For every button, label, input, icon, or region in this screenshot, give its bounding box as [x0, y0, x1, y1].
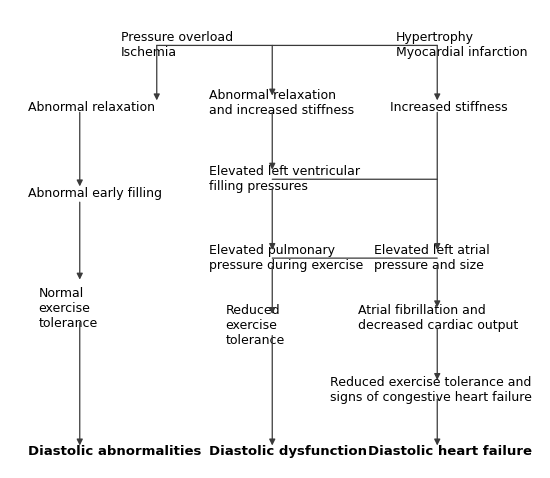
- Text: Abnormal relaxation
and increased stiffness: Abnormal relaxation and increased stiffn…: [209, 89, 354, 117]
- Text: Reduced
exercise
tolerance: Reduced exercise tolerance: [226, 304, 285, 347]
- Text: Reduced exercise tolerance and
signs of congestive heart failure: Reduced exercise tolerance and signs of …: [330, 376, 532, 403]
- Text: Diastolic abnormalities: Diastolic abnormalities: [28, 445, 201, 458]
- Text: Pressure overload
Ischemia: Pressure overload Ischemia: [121, 31, 233, 59]
- Text: Abnormal relaxation: Abnormal relaxation: [28, 101, 155, 114]
- Text: Elevated left atrial
pressure and size: Elevated left atrial pressure and size: [374, 244, 490, 272]
- Text: Elevated left ventricular
filling pressures: Elevated left ventricular filling pressu…: [209, 165, 360, 193]
- Text: Increased stiffness: Increased stiffness: [390, 101, 508, 114]
- Text: Diastolic dysfunction: Diastolic dysfunction: [209, 445, 367, 458]
- Text: Diastolic heart failure: Diastolic heart failure: [368, 445, 532, 458]
- Text: Elevated pulmonary
pressure during exercise: Elevated pulmonary pressure during exerc…: [209, 244, 363, 272]
- Text: Normal
exercise
tolerance: Normal exercise tolerance: [39, 287, 98, 330]
- Text: Atrial fibrillation and
decreased cardiac output: Atrial fibrillation and decreased cardia…: [358, 304, 518, 332]
- Text: Hypertrophy
Myocardial infarction: Hypertrophy Myocardial infarction: [396, 31, 527, 59]
- Text: Abnormal early filling: Abnormal early filling: [28, 187, 162, 200]
